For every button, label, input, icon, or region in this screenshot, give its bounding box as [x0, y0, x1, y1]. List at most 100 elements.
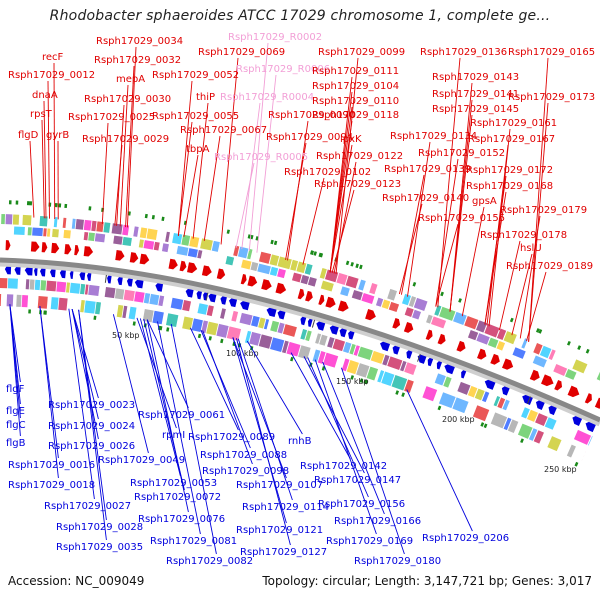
plus-strand-gene — [365, 309, 376, 321]
plus-strand-gene — [456, 340, 466, 352]
label-leader-line — [435, 158, 459, 307]
cog-feature — [139, 227, 148, 239]
cog-feature — [387, 356, 403, 370]
cog-feature — [233, 245, 240, 257]
cog-feature — [502, 399, 510, 411]
label-leader-line — [435, 223, 459, 307]
cog-feature — [200, 238, 213, 251]
label-leader-line — [177, 121, 193, 236]
cog-feature — [257, 263, 271, 275]
cog-feature — [438, 392, 456, 409]
gc-skew-mark — [577, 345, 582, 350]
cog-feature — [0, 294, 2, 307]
cog-feature — [153, 241, 160, 251]
gc-skew-mark — [350, 261, 354, 267]
cog-feature — [336, 272, 348, 286]
plus-strand-gene — [168, 258, 178, 270]
gc-skew-mark — [538, 329, 543, 334]
label-leader-line — [101, 122, 109, 224]
label-leader-line — [256, 74, 277, 253]
label-leader-line — [146, 319, 189, 409]
label-leader-line — [39, 306, 59, 479]
cog-feature — [53, 217, 58, 228]
gene-label-minus: flgF — [6, 384, 25, 395]
gene-label-plus: rpsT — [30, 109, 53, 120]
cog-feature — [324, 269, 339, 283]
cog-feature — [134, 291, 145, 303]
cog-feature — [250, 261, 259, 272]
cog-feature — [404, 379, 414, 393]
gc-skew-mark — [509, 317, 514, 323]
plus-strand-gene — [502, 358, 514, 370]
gc-skew-mark — [290, 356, 294, 362]
cog-feature — [197, 249, 203, 259]
label-leader-line — [112, 314, 149, 454]
cog-feature — [342, 341, 352, 354]
gene-label-minus: Rsph17029_0127 — [240, 547, 327, 558]
scale-label: 250 kbp — [544, 465, 577, 474]
gene-label-plus: Rsph17029_0069 — [198, 47, 285, 58]
gene-label-plus: Rsph17029_0155 — [418, 213, 505, 224]
gene-label-minus: Rsph17029_0072 — [134, 492, 221, 503]
label-leader-line — [341, 367, 405, 555]
map-title: Rhodobacter sphaeroides ATCC 17029 chrom… — [49, 8, 551, 24]
cog-feature — [143, 292, 151, 304]
plus-strand-gene — [425, 329, 433, 341]
label-leader-line — [484, 191, 507, 325]
plus-strand-gene — [305, 290, 313, 302]
cog-feature — [220, 308, 226, 319]
gene-label-plus: Rsph17029_0139 — [384, 164, 471, 175]
plus-strand-gene — [74, 245, 80, 256]
cog-feature — [507, 419, 519, 433]
cog-feature — [452, 397, 469, 414]
cog-feature — [263, 319, 270, 330]
gene-label-plus: Rsph17029_R0002 — [228, 32, 322, 43]
cog-feature — [161, 243, 169, 253]
cog-feature — [539, 345, 552, 359]
cog-feature — [566, 444, 576, 458]
cog-feature — [408, 296, 417, 308]
cog-feature — [356, 363, 370, 378]
cog-feature — [296, 261, 307, 274]
label-leader-line — [200, 329, 251, 449]
cog-feature — [122, 224, 130, 236]
gc-skew-mark — [440, 291, 444, 297]
cog-feature — [476, 333, 490, 345]
gene-label-plus: Rsph17029_0189 — [506, 261, 593, 272]
cog-feature — [21, 294, 29, 308]
cog-feature — [503, 331, 517, 345]
cog-feature — [244, 330, 252, 344]
gc-skew-mark — [208, 336, 212, 341]
cog-feature — [122, 305, 128, 319]
gene-label-plus: Rsph17029_0178 — [480, 230, 567, 241]
cog-feature — [182, 300, 192, 312]
gene-label-minus: Rsph17029_0156 — [318, 499, 405, 510]
cog-feature — [291, 272, 302, 283]
gc-skew-mark — [585, 348, 590, 354]
cog-feature — [315, 333, 322, 344]
label-leader-line — [400, 174, 425, 295]
cog-feature — [351, 289, 363, 301]
cog-feature — [298, 345, 311, 360]
plus-strand-gene — [51, 242, 60, 254]
gene-label-plus: Rsph17029_0141 — [432, 89, 519, 100]
gene-label-minus: Rsph17029_0023 — [48, 400, 135, 411]
label-leader-line — [71, 308, 99, 440]
cog-feature — [16, 294, 22, 307]
accession-text: Accession: NC_009049 — [8, 574, 145, 588]
label-leader-line — [322, 361, 385, 515]
minus-strand-labels: flgFflgEflgCflgBRsph17029_0023Rsph17029_… — [6, 384, 509, 567]
gc-skew-mark — [535, 328, 540, 333]
cog-feature — [281, 340, 289, 354]
gene-label-plus: Rsph17029_0030 — [84, 94, 171, 105]
cog-feature — [206, 321, 219, 336]
label-leader-line — [53, 62, 56, 220]
gene-label-minus: Rsph17029_0035 — [56, 542, 143, 553]
cog-feature — [497, 397, 506, 409]
gene-label-minus: Rsph17029_0121 — [236, 525, 323, 536]
cog-feature — [357, 346, 373, 361]
cog-feature — [277, 322, 285, 334]
cog-feature — [317, 351, 326, 364]
plus-strand-gene — [403, 321, 414, 333]
